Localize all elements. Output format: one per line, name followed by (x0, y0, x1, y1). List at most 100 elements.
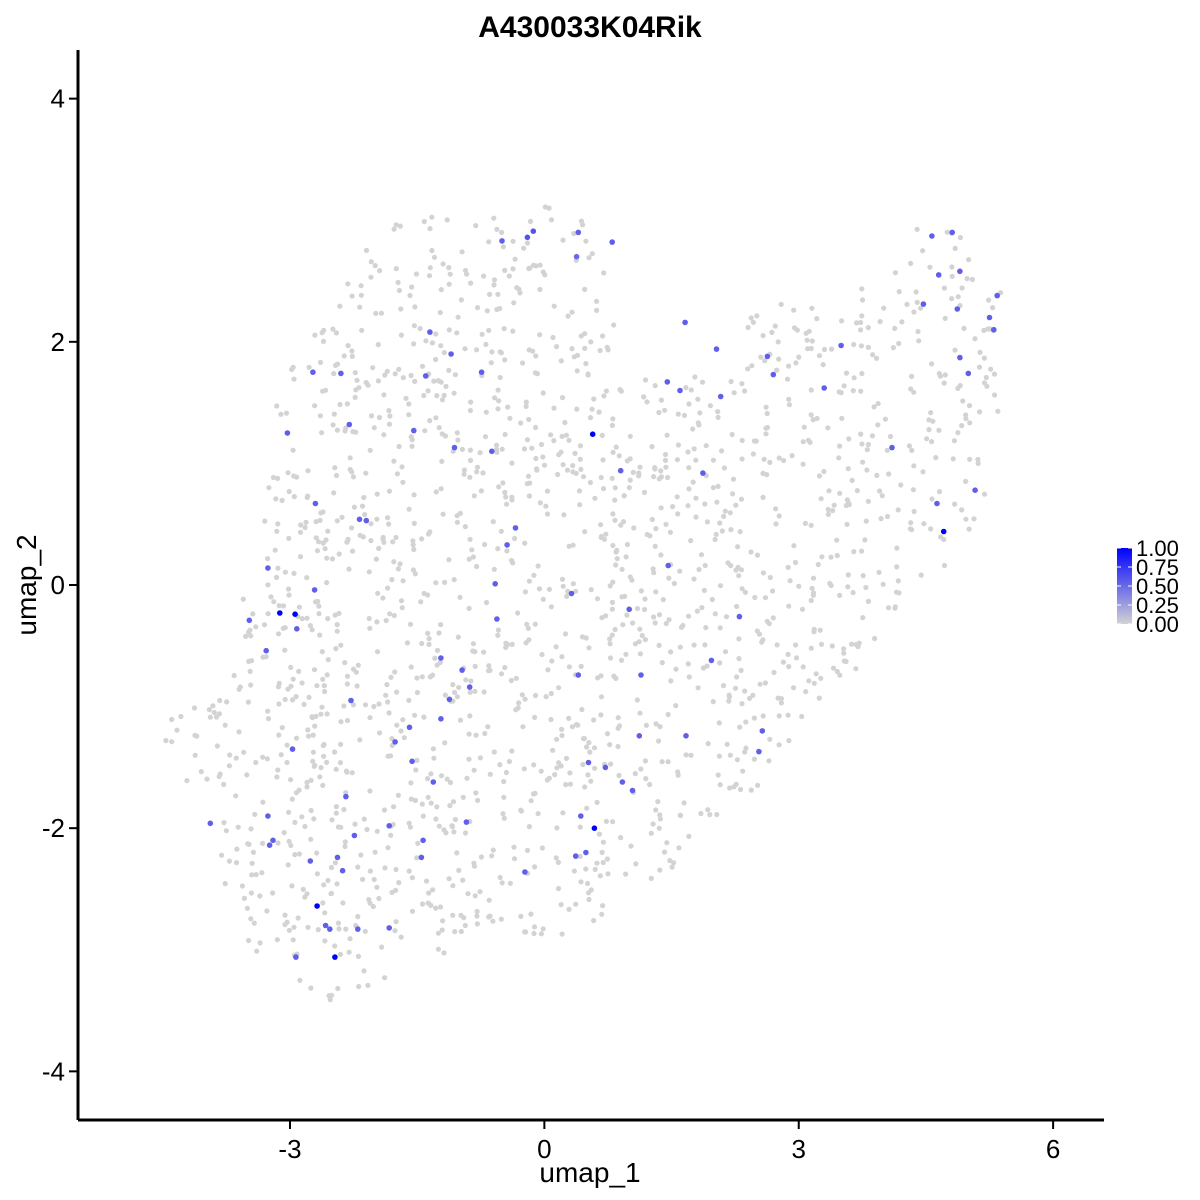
expression-point (430, 779, 437, 785)
background-point (381, 392, 387, 398)
background-point (637, 710, 643, 716)
background-point (257, 940, 263, 946)
background-point (877, 488, 883, 494)
background-point (686, 401, 692, 407)
background-point (628, 843, 634, 849)
background-point (474, 913, 480, 919)
background-point (491, 749, 497, 755)
background-point (500, 480, 506, 486)
background-point (941, 536, 947, 543)
background-point (440, 261, 446, 267)
background-point (573, 588, 579, 594)
background-point (595, 675, 601, 681)
background-point (791, 325, 798, 331)
background-point (320, 676, 326, 682)
background-point (221, 781, 227, 788)
background-point (412, 378, 418, 384)
background-point (800, 439, 806, 445)
background-point (743, 745, 749, 751)
background-point (859, 441, 865, 447)
color-legend: 1.000.750.500.250.00 (1117, 536, 1179, 637)
background-point (495, 406, 501, 412)
background-point (471, 493, 477, 499)
background-point (386, 710, 392, 716)
background-point (419, 640, 425, 647)
expression-point (307, 858, 314, 864)
background-point (419, 674, 425, 680)
background-point (581, 735, 588, 742)
background-point (276, 732, 282, 738)
background-point (404, 640, 410, 646)
background-point (367, 900, 373, 906)
background-point (821, 468, 827, 475)
background-point (450, 799, 457, 805)
background-point (543, 503, 549, 509)
background-point (474, 563, 480, 570)
background-point (251, 920, 257, 926)
background-point (486, 663, 492, 669)
background-point (554, 825, 560, 831)
background-point (685, 449, 691, 455)
background-point (426, 641, 432, 648)
background-point (473, 790, 479, 796)
background-point (710, 485, 717, 491)
background-point (467, 713, 473, 719)
background-point (337, 401, 343, 408)
background-point (675, 442, 682, 448)
background-point (532, 714, 538, 721)
background-point (896, 289, 902, 295)
background-point (495, 387, 501, 393)
background-point (414, 855, 420, 861)
background-point (559, 395, 566, 401)
background-point (776, 513, 782, 519)
background-point (310, 749, 316, 755)
background-point (384, 368, 390, 374)
background-point (385, 699, 391, 705)
background-point (585, 772, 591, 778)
background-point (253, 872, 259, 878)
background-point (556, 760, 562, 766)
expression-point (420, 837, 426, 844)
background-point (304, 575, 310, 581)
background-point (643, 722, 650, 728)
background-point (467, 474, 473, 480)
background-point (942, 315, 948, 321)
background-point (462, 830, 469, 836)
background-point (253, 759, 259, 766)
background-point (870, 352, 876, 358)
background-point (460, 794, 466, 800)
background-point (245, 841, 251, 847)
background-point (376, 895, 382, 902)
background-point (616, 723, 623, 729)
background-point (688, 752, 694, 758)
background-point (904, 301, 910, 307)
background-point (362, 702, 369, 708)
background-point (454, 850, 460, 856)
background-point (578, 663, 584, 670)
background-point (371, 703, 377, 710)
background-point (717, 782, 723, 788)
background-point (210, 703, 216, 709)
expression-point (314, 903, 320, 909)
background-point (398, 728, 404, 734)
background-point (531, 924, 538, 930)
background-point (702, 501, 708, 507)
background-point (243, 633, 249, 640)
background-point (319, 704, 325, 710)
background-point (438, 379, 444, 385)
background-point (393, 534, 399, 541)
background-point (240, 596, 246, 602)
background-point (368, 259, 374, 265)
background-point (975, 460, 981, 466)
background-point (366, 615, 372, 622)
background-point (394, 722, 400, 728)
background-point (329, 556, 336, 562)
background-point (673, 703, 679, 709)
background-point (858, 388, 864, 394)
background-point (517, 290, 523, 296)
background-point (285, 586, 292, 592)
background-point (756, 631, 763, 637)
background-point (511, 844, 517, 850)
background-point (484, 308, 490, 314)
background-point (778, 700, 785, 706)
